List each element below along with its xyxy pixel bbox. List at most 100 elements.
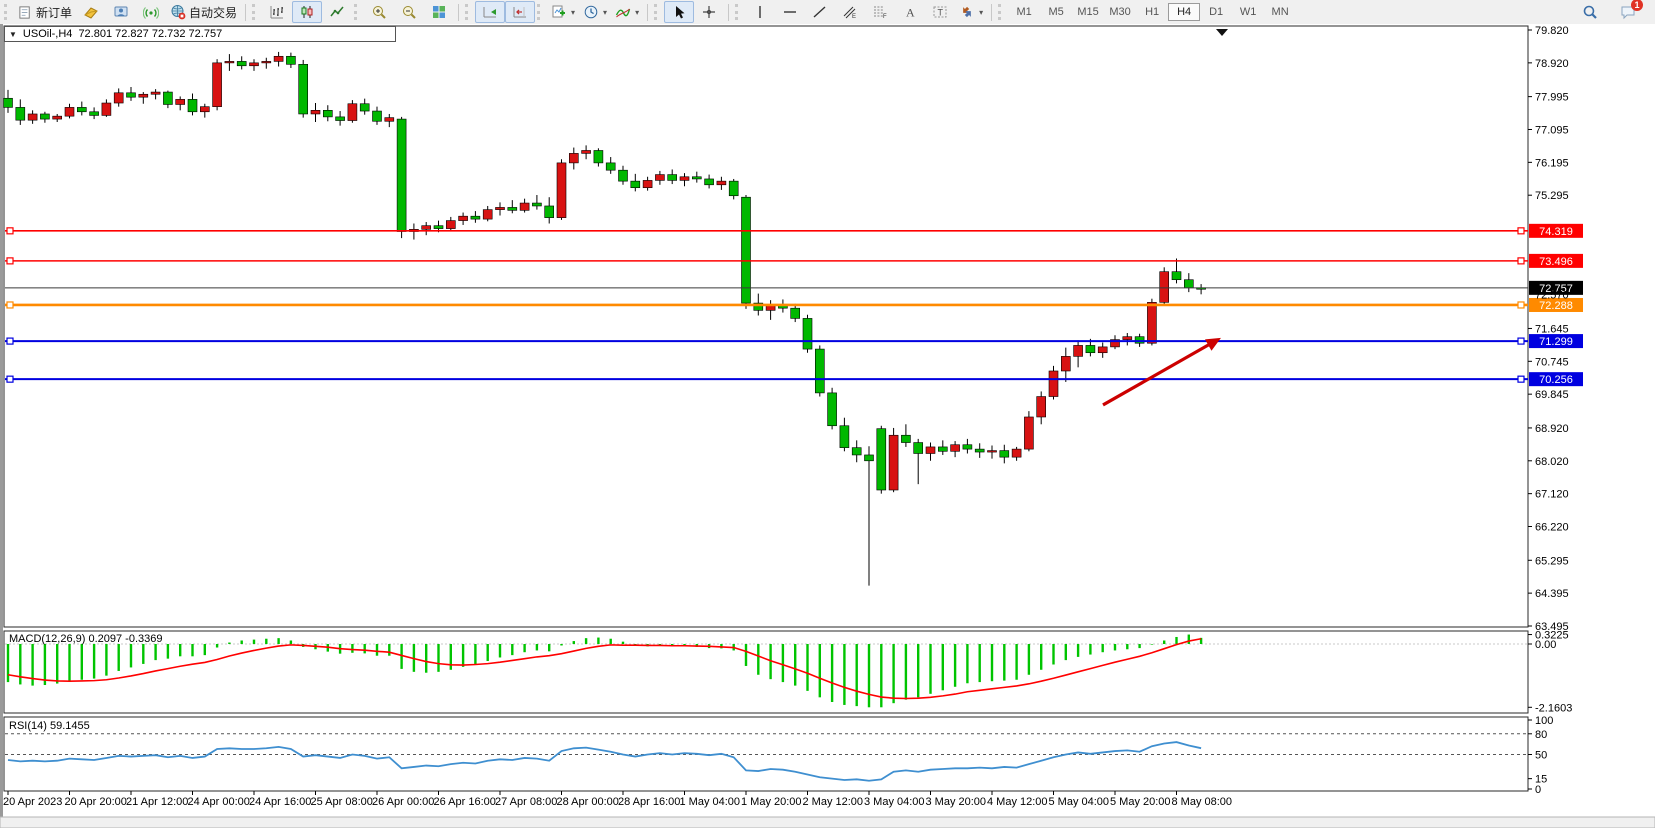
candle [679, 176, 690, 181]
zoom-in-icon [371, 4, 387, 20]
candle [347, 103, 358, 121]
line-handle[interactable] [1517, 227, 1525, 235]
collapse-chart-icon[interactable]: ▼ [9, 29, 17, 39]
candle [999, 450, 1010, 458]
annotation-arrow[interactable] [1102, 337, 1221, 407]
draw-trendline-button[interactable] [805, 1, 835, 23]
crosshair-button[interactable] [694, 1, 724, 23]
bar-chart-mode-button[interactable] [262, 1, 292, 23]
candle [3, 97, 13, 108]
svg-text:70.256: 70.256 [1539, 374, 1573, 386]
candle [1024, 416, 1034, 450]
line-handle[interactable] [6, 375, 14, 383]
candle [691, 176, 702, 180]
draw-text-button[interactable]: A [895, 1, 925, 23]
dropdown-caret-icon[interactable]: ▾ [635, 7, 640, 17]
timeframe-m5-button[interactable]: M5 [1048, 6, 1064, 18]
chart-shift-button[interactable] [505, 1, 536, 23]
indicators-button[interactable]: ▾ [611, 1, 643, 23]
line-handle[interactable] [1517, 301, 1525, 309]
svg-text:28 Apr 00:00: 28 Apr 00:00 [557, 796, 619, 808]
market-watch-button[interactable] [76, 1, 106, 23]
candle-chart-mode-icon [299, 4, 315, 20]
toolbar-grip [537, 4, 543, 20]
new-order-button[interactable]: 新订单 [14, 1, 76, 23]
candle [384, 117, 395, 122]
svg-text:8 May 08:00: 8 May 08:00 [1172, 796, 1233, 808]
candle [630, 180, 641, 189]
timeframe-d1-button[interactable]: D1 [1209, 6, 1224, 18]
cursor-button[interactable] [664, 1, 695, 23]
zoom-out-button[interactable] [394, 1, 424, 23]
horizontal-lines-layer[interactable]: 74.319 73.496 72.288 71.299 70.256 [5, 223, 1583, 387]
crosshair-icon [701, 4, 717, 20]
chart-canvas[interactable]: 79.820 78.920 77.995 77.095 76.195 75.295 71.6… [0, 24, 1655, 828]
candle [716, 180, 727, 186]
toolbar-grip [354, 4, 360, 20]
timeframe-mn-button[interactable]: MN [1271, 6, 1289, 18]
search-button[interactable] [1575, 1, 1605, 23]
dropdown-caret-icon[interactable]: ▾ [603, 7, 608, 17]
auto-scroll-icon [482, 4, 498, 20]
line-handle[interactable] [6, 227, 14, 235]
time-axis[interactable]: 20 Apr 2023 20 Apr 20:00 21 Apr 12:00 24 Ap… [3, 791, 1232, 808]
draw-label-icon: T [932, 4, 948, 20]
auto-scroll-button[interactable] [475, 1, 506, 23]
toolbar-grip [654, 4, 660, 20]
rsi-panel: 100 80 50 150 [5, 715, 1553, 796]
draw-label-button[interactable]: T [925, 1, 955, 23]
line-handle[interactable] [1517, 257, 1525, 265]
line-chart-mode-button[interactable] [322, 1, 352, 23]
dropdown-caret-icon[interactable]: ▾ [979, 7, 984, 17]
candle [89, 111, 99, 116]
draw-fibonacci-icon: F [872, 4, 888, 20]
candle [1110, 339, 1120, 348]
timeframe-h1-button[interactable]: H1 [1145, 6, 1160, 18]
candle [298, 64, 309, 115]
candle [322, 110, 333, 118]
line-handle[interactable] [6, 301, 14, 309]
svg-text:69.845: 69.845 [1535, 389, 1569, 401]
draw-arrows-button[interactable]: ▾ [955, 1, 987, 23]
timeframe-w1-button[interactable]: W1 [1239, 6, 1257, 18]
svg-text:20 Apr 20:00: 20 Apr 20:00 [65, 796, 127, 808]
svg-text:24 Apr 00:00: 24 Apr 00:00 [188, 796, 250, 808]
draw-trendline-icon [812, 4, 828, 20]
draw-channel-button[interactable]: E [835, 1, 865, 23]
svg-text:75.295: 75.295 [1535, 190, 1569, 202]
timeframe-m1-button[interactable]: M1 [1016, 6, 1032, 18]
candle [888, 434, 899, 491]
cursor-icon [671, 4, 687, 20]
draw-vline-button[interactable] [745, 1, 775, 23]
svg-text:26 Apr 00:00: 26 Apr 00:00 [372, 796, 434, 808]
dropdown-caret-icon[interactable]: ▾ [571, 7, 576, 17]
timeframe-m30-button[interactable]: M30 [1109, 6, 1131, 18]
zoom-in-button[interactable] [364, 1, 394, 23]
candle [310, 110, 321, 115]
candle [40, 113, 50, 120]
candle [1036, 396, 1046, 418]
line-handle[interactable] [6, 337, 14, 345]
candle [790, 307, 801, 319]
autotrading-button[interactable]: 自动交易 [166, 1, 241, 23]
svg-text:73.496: 73.496 [1539, 256, 1573, 268]
draw-fibonacci-button[interactable]: F [865, 1, 895, 23]
chart-shift-marker[interactable] [1216, 29, 1228, 36]
tile-windows-button[interactable] [424, 1, 454, 23]
signals-button[interactable] [136, 1, 166, 23]
svg-text:-2.1603: -2.1603 [1535, 702, 1572, 714]
draw-hline-button[interactable] [775, 1, 805, 23]
price-axis[interactable]: 79.820 78.920 77.995 77.095 76.195 75.295 71.6… [1528, 25, 1569, 633]
candle [728, 180, 739, 197]
line-handle[interactable] [1517, 375, 1525, 383]
notifications-button[interactable]: 1 [1613, 0, 1643, 23]
community-button[interactable] [106, 1, 136, 23]
zoom-out-icon [401, 4, 417, 20]
periods-button[interactable]: ▾ [579, 1, 611, 23]
line-handle[interactable] [6, 257, 14, 265]
timeframe-m15-button[interactable]: M15 [1077, 6, 1099, 18]
candle-chart-mode-button[interactable] [292, 1, 323, 23]
line-handle[interactable] [1517, 337, 1525, 345]
new-chart-button[interactable]: ▾ [547, 1, 579, 23]
timeframe-h4-button[interactable]: H4 [1168, 3, 1201, 21]
